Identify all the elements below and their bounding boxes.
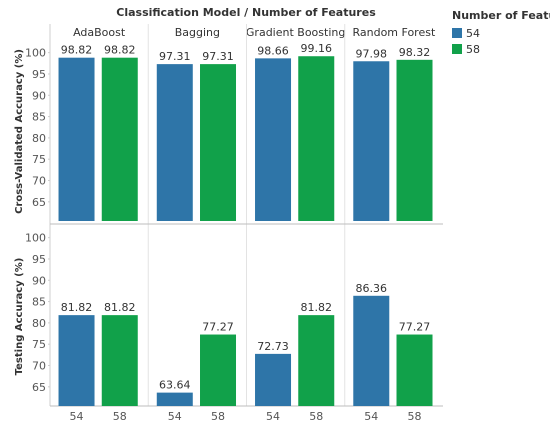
bar-random-forest-54 (353, 295, 390, 406)
legend-title: Number of Features (452, 9, 550, 22)
y-tick-label: 80 (32, 317, 46, 330)
y-tick-label: 95 (32, 68, 46, 81)
y-tick-label: 80 (32, 132, 46, 145)
bar-gradient-boosting-58 (298, 315, 335, 406)
y-axis-label-1: Cross-Validated Accuracy (%) (14, 49, 25, 214)
data-label: 99.16 (301, 42, 333, 55)
data-label: 63.64 (159, 379, 191, 392)
bar-gradient-boosting-58 (298, 56, 335, 222)
bar-adaboost-54 (58, 315, 95, 406)
data-label: 81.82 (104, 301, 136, 314)
bar-bagging-54 (156, 64, 193, 221)
bar-adaboost-58 (101, 57, 138, 222)
legend: Number of Features 54 58 (452, 9, 550, 56)
x-tick-label: 58 (309, 410, 323, 423)
facet-label-random-forest: Random Forest (352, 26, 435, 39)
bar-random-forest-54 (353, 61, 390, 221)
facet-label-bagging: Bagging (175, 26, 220, 39)
y-tick-label: 90 (32, 274, 46, 287)
facet-label-gradient-boosting: Gradient Boosting (246, 26, 345, 39)
data-label: 72.73 (257, 340, 289, 353)
y-tick-label: 95 (32, 253, 46, 266)
x-tick-label: 54 (266, 410, 280, 423)
plot-area: AdaBoost Bagging Gradient Boosting Random F… (14, 24, 443, 423)
bar-adaboost-54 (58, 57, 95, 222)
x-tick-label: 54 (364, 410, 378, 423)
y-tick-label: 100 (25, 232, 46, 245)
bar-gradient-boosting-54 (255, 58, 292, 221)
bar-gradient-boosting-54 (255, 353, 292, 406)
data-label: 98.32 (399, 46, 431, 59)
y-tick-label: 75 (32, 153, 46, 166)
data-label: 97.31 (202, 50, 234, 63)
bar-bagging-58 (200, 64, 237, 221)
y-tick-label: 85 (32, 111, 46, 124)
y-axis-label-2: Testing Accuracy (%) (14, 258, 25, 376)
x-tick-label: 58 (211, 410, 225, 423)
data-label: 86.36 (356, 282, 388, 295)
y-tick-label: 75 (32, 338, 46, 351)
data-label: 77.27 (202, 321, 234, 334)
y-tick-label: 65 (32, 381, 46, 394)
data-label: 98.82 (61, 44, 93, 57)
x-tick-label: 58 (113, 410, 127, 423)
data-label: 81.82 (301, 301, 333, 314)
y-tick-label: 65 (32, 196, 46, 209)
bar-bagging-54 (156, 392, 193, 406)
x-tick-label: 54 (168, 410, 182, 423)
x-tick-label: 58 (408, 410, 422, 423)
legend-swatch-58 (452, 44, 462, 54)
bar-adaboost-58 (101, 315, 138, 406)
data-label: 98.66 (257, 44, 289, 57)
y-tick-label: 85 (32, 296, 46, 309)
y-tick-label: 70 (32, 175, 46, 188)
legend-label-58: 58 (466, 43, 480, 56)
y-tick-label: 70 (32, 360, 46, 373)
bar-random-forest-58 (396, 59, 433, 222)
chart-title: Classification Model / Number of Feature… (116, 6, 376, 19)
bar-bagging-58 (200, 334, 237, 406)
facet-label-adaboost: AdaBoost (73, 26, 126, 39)
data-label: 97.98 (356, 47, 388, 60)
data-label: 97.31 (159, 50, 191, 63)
y-tick-label: 100 (25, 47, 46, 60)
legend-label-54: 54 (466, 27, 480, 40)
bar-random-forest-58 (396, 334, 433, 406)
data-label: 81.82 (61, 301, 93, 314)
data-label: 77.27 (399, 321, 431, 334)
x-tick-label: 54 (70, 410, 84, 423)
legend-swatch-54 (452, 28, 462, 38)
data-label: 98.82 (104, 44, 136, 57)
y-tick-label: 90 (32, 89, 46, 102)
